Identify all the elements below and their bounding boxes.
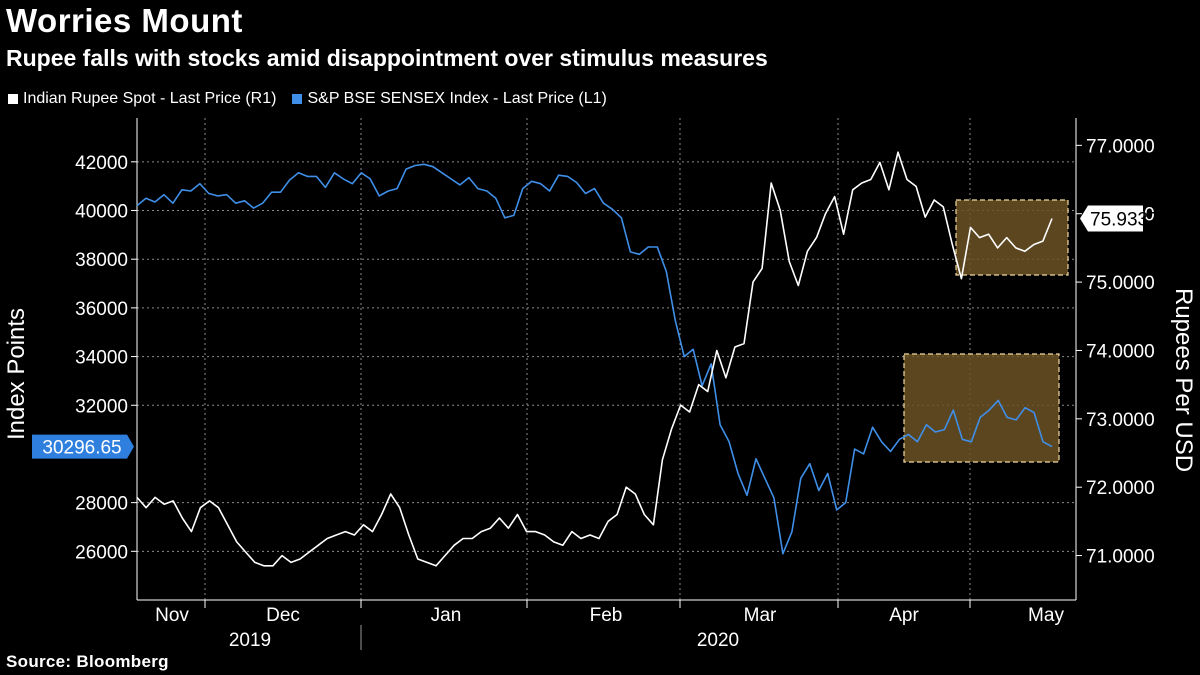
last-value-tag-left: [32, 434, 134, 459]
ytick-left-label: 40000: [75, 202, 128, 223]
ytick-right-label: 74.0000: [1086, 341, 1155, 362]
xtick-month-label: Mar: [744, 605, 777, 626]
xtick-month-label: Apr: [889, 605, 919, 626]
series-line-sensex: [136, 163, 1053, 555]
legend-label-sensex: S&P BSE SENSEX Index - Last Price (L1): [307, 90, 607, 107]
xtick-month-label: Dec: [266, 605, 300, 626]
ytick-right-label: 75.0000: [1086, 273, 1155, 294]
ytick-left-label: 32000: [75, 396, 128, 417]
ytick-left-label: 38000: [75, 250, 128, 271]
legend-label-rupee: Indian Rupee Spot - Last Price (R1): [23, 90, 277, 107]
ytick-right-label: 77.0000: [1086, 136, 1155, 157]
ytick-right-label: 73.0000: [1086, 410, 1155, 431]
highlight-box-rupee: [955, 199, 1069, 276]
chart-subtitle: Rupee falls with stocks amid disappointm…: [6, 45, 768, 71]
ytick-left-label: 34000: [75, 348, 128, 369]
highlight-box-sensex: [903, 353, 1060, 463]
legend-item-rupee: Indian Rupee Spot - Last Price (R1): [8, 90, 276, 108]
ytick-right-label: 71.0000: [1086, 547, 1155, 568]
legend-item-sensex: S&P BSE SENSEX Index - Last Price (L1): [292, 90, 607, 108]
xtick-year-label: 2019: [229, 630, 271, 651]
y-axis-right-title: Rupees Per USD: [1170, 288, 1197, 472]
y-axis-left-title: Index Points: [3, 308, 30, 440]
xtick-month-label: May: [1028, 605, 1064, 626]
xtick-month-label: Nov: [155, 605, 189, 626]
chart-title: Worries Mount: [6, 2, 243, 39]
series-line-rupee: [136, 151, 1053, 567]
xtick-month-label: Jan: [431, 605, 462, 626]
ytick-left-label: 42000: [75, 153, 128, 174]
last-value-label-right: 75.9337: [1090, 210, 1159, 231]
last-value-label-left: 30296.65: [42, 438, 121, 459]
legend: Indian Rupee Spot - Last Price (R1) S&P …: [8, 90, 607, 108]
legend-swatch-sensex: [292, 94, 303, 104]
ytick-left-label: 28000: [75, 494, 128, 515]
xtick-month-label: Feb: [590, 605, 623, 626]
ytick-right-label: 72.0000: [1086, 478, 1155, 499]
xtick-year-label: 2020: [697, 630, 739, 651]
last-value-tag-right: [1080, 205, 1143, 232]
legend-swatch-rupee: [8, 94, 18, 104]
ytick-left-label: 36000: [75, 299, 128, 320]
ytick-left-label: 26000: [75, 542, 128, 563]
source-note: Source: Bloomberg: [6, 652, 169, 671]
